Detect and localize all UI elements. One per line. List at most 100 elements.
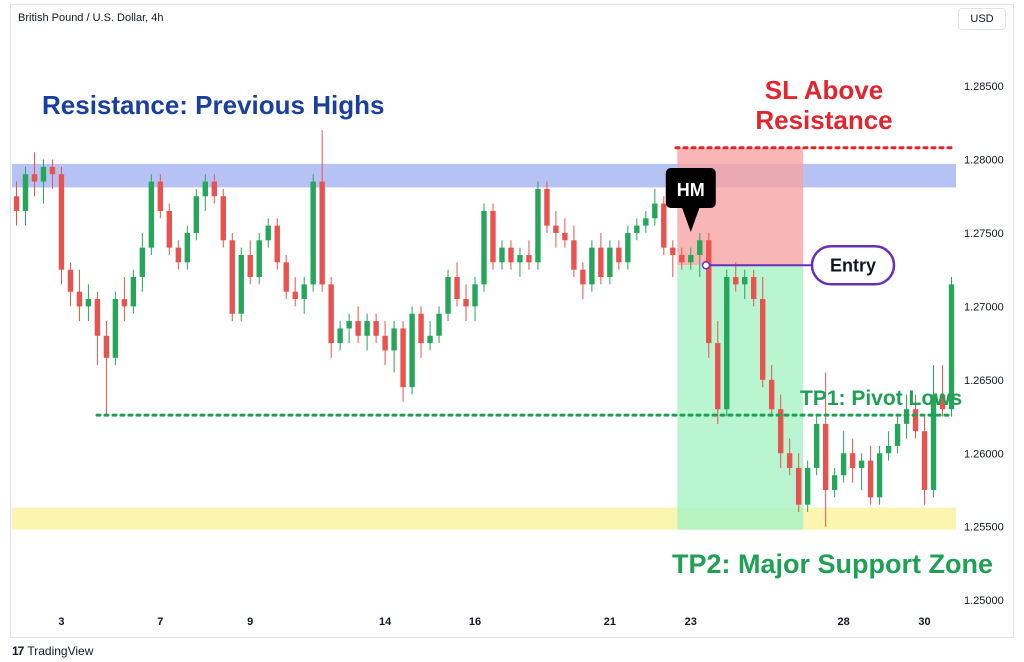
y-tick-label: 1.27000 — [964, 301, 1004, 313]
candle — [202, 174, 208, 211]
candle-body — [679, 254, 685, 263]
candle — [454, 262, 460, 307]
candle-body — [391, 328, 397, 351]
candle — [94, 291, 101, 366]
hm-pointer — [681, 207, 700, 232]
candle-body — [607, 247, 613, 278]
candle — [526, 240, 532, 270]
candle — [724, 269, 730, 417]
x-tick-label: 9 — [247, 616, 253, 628]
candle-body — [858, 460, 865, 468]
candle-body — [202, 181, 208, 197]
candle-body — [13, 196, 20, 211]
candle — [76, 269, 83, 322]
candle-body — [148, 181, 155, 248]
candle — [85, 284, 92, 322]
candle-body — [562, 232, 568, 241]
candle — [103, 321, 110, 417]
candle — [625, 225, 631, 270]
candle-body — [121, 299, 128, 307]
candle — [427, 321, 433, 351]
candle — [652, 188, 658, 226]
candle — [715, 321, 721, 424]
candle-body — [849, 453, 856, 468]
candle-body — [912, 409, 919, 432]
candle-body — [894, 423, 901, 446]
candle-body — [373, 321, 379, 336]
x-tick-label: 3 — [58, 616, 64, 628]
candle — [679, 247, 685, 270]
candle — [571, 225, 577, 278]
candle — [445, 269, 451, 322]
take-profit-box — [677, 265, 804, 530]
candle — [697, 232, 703, 278]
candle — [211, 174, 217, 204]
candle-body — [220, 196, 226, 241]
candle-body — [616, 247, 622, 263]
currency-button[interactable]: USD — [958, 8, 1006, 30]
candle-body — [31, 174, 38, 182]
candle-body — [535, 188, 541, 263]
candle — [760, 277, 766, 388]
y-tick-label: 1.28000 — [964, 155, 1004, 167]
candle-body — [751, 277, 757, 300]
candle-body — [184, 232, 191, 263]
levels-layer — [95, 146, 954, 417]
candle — [795, 453, 802, 513]
candle — [768, 365, 775, 417]
candle-body — [418, 313, 424, 344]
candle-body — [688, 254, 694, 263]
candle — [490, 203, 496, 270]
candle-body — [112, 299, 119, 358]
candle — [310, 174, 316, 292]
candle — [580, 262, 586, 300]
candle-body — [768, 379, 775, 410]
candle-body — [876, 453, 883, 498]
candle-body — [328, 284, 334, 344]
candle — [463, 284, 469, 322]
candle — [867, 445, 874, 505]
candle-body — [589, 247, 595, 285]
candle — [175, 240, 182, 270]
hm-label: HM — [677, 180, 705, 200]
candle-body — [76, 291, 83, 307]
candle — [733, 262, 739, 292]
candle-body — [544, 188, 550, 226]
x-tick-label: 16 — [469, 616, 481, 628]
candle — [858, 453, 865, 490]
x-tick-label: 21 — [604, 616, 616, 628]
candle-body — [409, 313, 415, 388]
candle-body — [427, 335, 433, 344]
candle — [265, 218, 271, 248]
candle — [292, 277, 298, 307]
candle-body — [508, 247, 514, 263]
candle-body — [94, 299, 101, 336]
candle — [67, 262, 74, 307]
x-tick-label: 7 — [157, 616, 163, 628]
candle-body — [661, 203, 667, 248]
candle-body — [634, 225, 640, 233]
candle-body — [445, 277, 451, 314]
candle — [598, 232, 604, 285]
candle-body — [382, 335, 388, 351]
candle-body — [715, 343, 721, 410]
symbol-label[interactable]: British Pound / U.S. Dollar, 4h — [18, 12, 164, 24]
hm-callout: HM — [665, 168, 716, 232]
candle — [130, 269, 137, 314]
candle — [139, 232, 146, 292]
candle — [813, 416, 820, 476]
candle — [148, 174, 155, 255]
candle-body — [265, 225, 271, 241]
candle-body — [238, 254, 244, 314]
y-tick-label: 1.25500 — [964, 522, 1004, 534]
candle-body — [355, 321, 361, 336]
candle-body — [930, 394, 937, 490]
candle — [670, 240, 676, 278]
candle-body — [777, 409, 784, 454]
candle-body — [229, 240, 235, 314]
candle-body — [22, 174, 29, 211]
candle — [319, 130, 325, 292]
x-tick-label: 30 — [918, 616, 930, 628]
candle — [939, 365, 946, 417]
